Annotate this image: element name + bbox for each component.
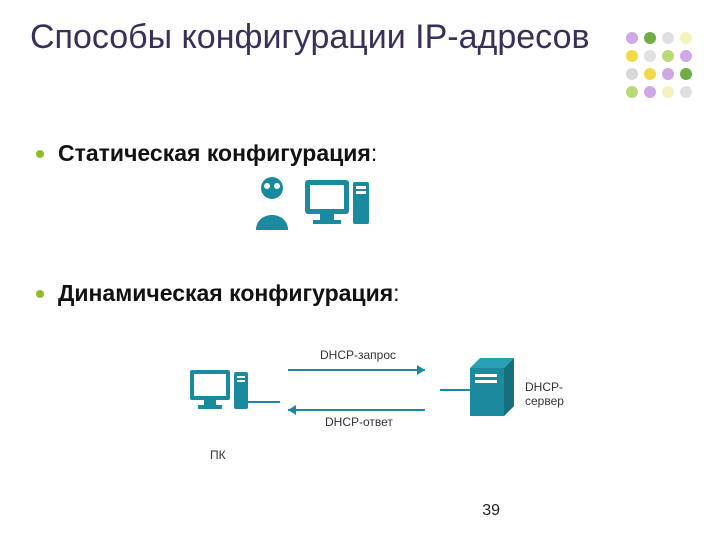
decorative-dot-icon <box>662 32 674 44</box>
bullet-text: Статическая конфигурация: <box>58 140 377 167</box>
pc-icon <box>190 370 248 409</box>
bullet-dynamic: Динамическая конфигурация: <box>36 280 400 307</box>
page-number: 39 <box>482 502 500 520</box>
pc-label: ПК <box>210 448 226 462</box>
decorative-dot-icon <box>644 68 656 80</box>
decorative-dot-icon <box>626 50 638 62</box>
decorative-dot-icon <box>644 50 656 62</box>
bullet-dot-icon <box>36 150 44 158</box>
decorative-dot-icon <box>662 86 674 98</box>
arrow-top-label: DHCP-запрос <box>320 348 396 362</box>
decorative-dot-icon <box>626 86 638 98</box>
arrow-bottom-label: DHCP-ответ <box>325 415 393 429</box>
decorative-dot-icon <box>680 86 692 98</box>
decorative-dot-icon <box>662 68 674 80</box>
static-config-illustration <box>250 172 380 242</box>
bullet-label: Статическая конфигурация <box>58 140 371 166</box>
server-icon <box>470 358 514 416</box>
decorative-dot-icon <box>626 68 638 80</box>
bullet-text: Динамическая конфигурация: <box>58 280 400 307</box>
decorative-dot-grid <box>626 32 698 104</box>
decorative-dot-icon <box>626 32 638 44</box>
decorative-dot-icon <box>644 86 656 98</box>
slide-title: Способы конфигурации IP-адресов <box>30 18 590 57</box>
decorative-dot-icon <box>680 32 692 44</box>
decorative-dot-icon <box>680 68 692 80</box>
decorative-dot-icon <box>662 50 674 62</box>
person-pc-icon <box>250 172 380 242</box>
decorative-dot-icon <box>644 32 656 44</box>
server-label: DHCP-сервер <box>525 380 580 408</box>
dhcp-diagram: DHCP-запрос DHCP-ответ ПК DHCP-сервер <box>180 330 580 470</box>
bullet-static: Статическая конфигурация: <box>36 140 377 167</box>
bullet-dot-icon <box>36 290 44 298</box>
decorative-dot-icon <box>680 50 692 62</box>
slide: Способы конфигурации IP-адресов Статичес… <box>0 0 720 540</box>
bullet-label: Динамическая конфигурация <box>58 280 393 306</box>
